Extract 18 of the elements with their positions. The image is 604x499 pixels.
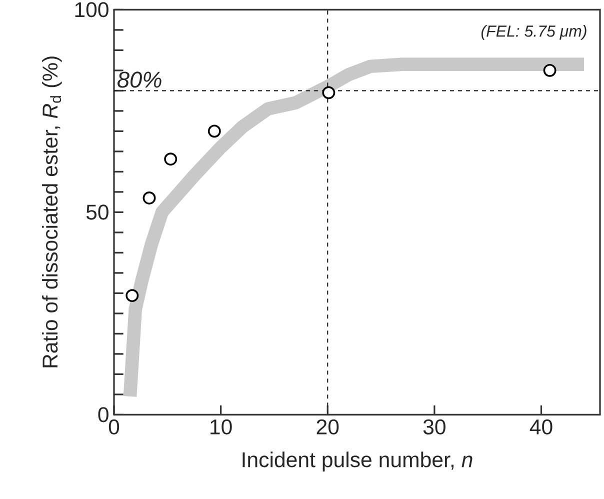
x-tick-label: 10 [210, 420, 232, 435]
y-tick-label: 100 [75, 2, 108, 18]
y-axis-title: Ratio of dissociated ester, R$_{d}$ (%) [42, 56, 62, 368]
x-tick-label: 40 [530, 420, 552, 435]
point [322, 86, 336, 100]
point [164, 152, 178, 166]
y-tick-label: 0 [98, 407, 108, 422]
ref-line-label: 80% [118, 72, 162, 88]
annotation: (FEL: 5.75 μm) [481, 25, 586, 40]
point [543, 64, 556, 78]
y-tick-label: 50 [86, 204, 108, 220]
x-tick-label: 30 [423, 420, 446, 435]
x-axis-title: Incident pulse number, n [242, 452, 472, 472]
point [126, 289, 139, 302]
point [142, 192, 156, 205]
x-tick-label: 0 [108, 420, 120, 435]
point [208, 124, 221, 138]
x-tick-label: 20 [316, 420, 339, 435]
